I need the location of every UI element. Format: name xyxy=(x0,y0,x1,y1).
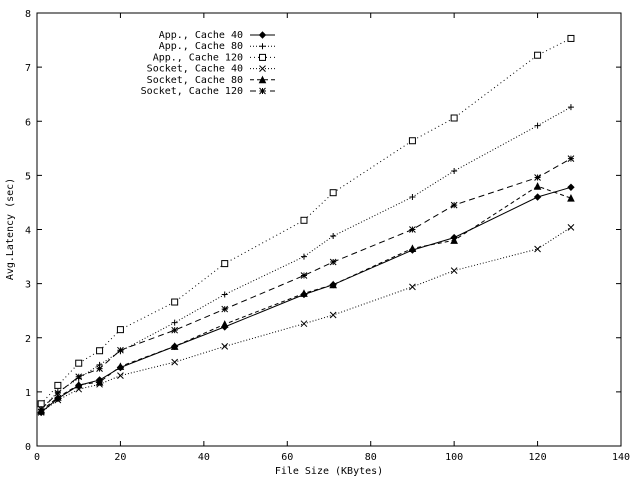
cross-point xyxy=(534,245,541,253)
asterisk-point xyxy=(96,365,103,372)
legend-label: App., Cache 40 xyxy=(159,30,243,41)
diamond-point xyxy=(533,193,542,201)
x-axis-title: File Size (KBytes) xyxy=(275,466,383,477)
triangle-point xyxy=(408,244,417,252)
cross-point xyxy=(450,267,458,274)
x-tick-label: 120 xyxy=(529,452,547,463)
square-point xyxy=(96,347,104,355)
x-tick-label: 80 xyxy=(365,452,377,463)
series-lines xyxy=(40,37,572,413)
asterisk-point xyxy=(329,258,337,266)
plus-point xyxy=(171,319,178,326)
square-point xyxy=(171,298,179,306)
asterisk-point xyxy=(75,373,83,381)
y-tick-label: 6 xyxy=(25,117,31,128)
legend-label: App., Cache 80 xyxy=(159,41,243,52)
cross-point xyxy=(171,358,179,366)
square-point xyxy=(37,400,45,408)
series-line-4 xyxy=(40,226,572,413)
asterisk-point xyxy=(54,389,62,397)
plus-point xyxy=(330,232,337,239)
x-tick-label: 100 xyxy=(445,452,463,463)
asterisk-point xyxy=(534,174,541,181)
y-tick-label: 8 xyxy=(25,9,31,20)
x-tick-label: 60 xyxy=(281,452,293,463)
square-point xyxy=(329,189,337,197)
plus-point xyxy=(534,122,541,129)
asterisk-point xyxy=(37,405,45,413)
axis-ticks: 0 20 40 60 80 100 120 140 0 1 2 3 4 5 6 7 8 xyxy=(25,9,630,463)
asterisk-point xyxy=(567,155,575,162)
triangle-point xyxy=(329,280,337,289)
square-point xyxy=(450,114,458,122)
plus-point xyxy=(221,291,228,298)
legend-label: Socket, Cache 80 xyxy=(147,75,243,86)
asterisk-point xyxy=(171,326,179,334)
plus-point xyxy=(451,168,458,175)
cross-point xyxy=(567,223,575,231)
plus-point xyxy=(409,194,416,201)
triangle-point xyxy=(170,342,179,350)
square-point xyxy=(300,216,308,224)
triangle-point xyxy=(95,378,104,386)
square-point xyxy=(567,34,575,42)
legend-label: Socket, Cache 40 xyxy=(147,64,243,75)
legend-label: App., Cache 120 xyxy=(153,52,243,63)
triangle-point xyxy=(116,362,125,370)
triangle-point xyxy=(258,75,267,84)
asterisk-point xyxy=(409,226,416,233)
series-line-6 xyxy=(40,158,572,410)
square-point xyxy=(259,53,266,61)
legend-label: Socket, Cache 120 xyxy=(141,86,243,97)
y-axis-title: Avg.Latency (sec) xyxy=(5,178,16,280)
triangle-point xyxy=(567,193,575,202)
y-tick-label: 3 xyxy=(25,280,31,291)
diamond-point xyxy=(258,31,267,39)
x-tick-label: 140 xyxy=(612,452,630,463)
y-tick-label: 0 xyxy=(25,442,31,453)
triangle-point xyxy=(450,236,458,244)
asterisk-point xyxy=(450,201,458,209)
y-tick-label: 4 xyxy=(25,226,31,237)
cross-point xyxy=(300,320,308,328)
square-point xyxy=(54,381,62,389)
plus-point xyxy=(259,43,266,50)
cross-point xyxy=(329,311,337,319)
cross-point xyxy=(259,65,266,72)
triangle-point xyxy=(533,182,542,190)
y-tick-label: 5 xyxy=(25,171,31,182)
cross-point xyxy=(117,372,124,379)
square-point xyxy=(116,326,124,334)
y-tick-label: 2 xyxy=(25,334,31,345)
x-tick-label: 40 xyxy=(198,452,210,463)
cross-point xyxy=(409,283,416,291)
asterisk-point xyxy=(221,305,229,313)
plot-frame xyxy=(36,12,622,447)
x-tick-label: 20 xyxy=(114,452,126,463)
triangle-point xyxy=(300,289,308,297)
square-point xyxy=(75,359,83,367)
triangle-point xyxy=(54,393,62,401)
y-tick-label: 7 xyxy=(25,63,31,74)
plus-point xyxy=(567,104,574,111)
x-tick-label: 0 xyxy=(34,452,40,463)
square-point xyxy=(408,137,416,145)
series-markers xyxy=(37,34,575,417)
diamond-point xyxy=(567,183,575,191)
triangle-point xyxy=(220,320,229,328)
plus-point xyxy=(300,253,307,260)
triangle-point xyxy=(74,380,83,389)
asterisk-point xyxy=(300,272,308,279)
square-point xyxy=(221,260,229,268)
y-tick-label: 1 xyxy=(25,388,31,399)
asterisk-point xyxy=(117,346,124,354)
asterisk-point xyxy=(259,87,266,95)
square-point xyxy=(534,51,542,59)
cross-point xyxy=(221,343,229,350)
